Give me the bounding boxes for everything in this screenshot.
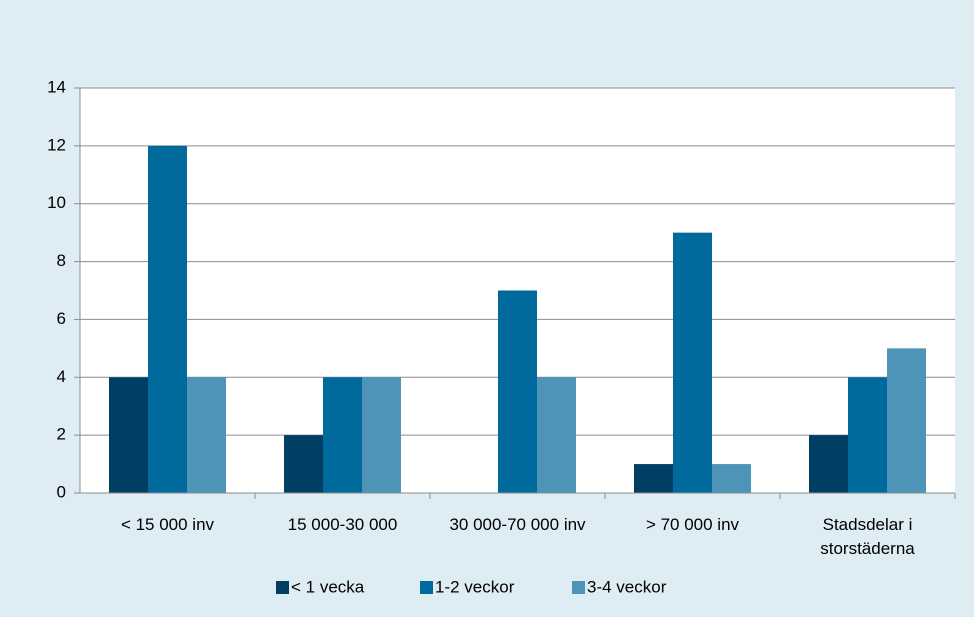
x-tick-label: 15 000-30 000: [287, 515, 398, 534]
y-tick-label: 10: [47, 193, 66, 212]
y-tick-label: 8: [57, 251, 66, 270]
y-tick-label: 14: [47, 77, 66, 96]
bar: [887, 348, 926, 493]
legend-swatch: [572, 581, 585, 594]
bar: [362, 377, 401, 493]
legend-label: < 1 vecka: [291, 577, 365, 596]
bar: [323, 377, 362, 493]
bar: [848, 377, 887, 493]
legend-swatch: [420, 581, 433, 594]
bar: [284, 435, 323, 493]
bar: [148, 145, 187, 493]
x-tick-label: < 15 000 inv: [120, 515, 215, 534]
bar: [537, 377, 576, 493]
bar: [634, 464, 673, 493]
legend-swatch: [276, 581, 289, 594]
x-tick-label: Stadsdelar i storstäderna: [820, 515, 915, 558]
y-tick-label: 4: [57, 367, 66, 386]
bar: [498, 290, 537, 493]
x-tick-label: > 70 000 inv: [645, 515, 740, 534]
bar: [673, 232, 712, 493]
y-tick-label: 6: [57, 309, 66, 328]
y-tick-label: 2: [57, 425, 66, 444]
y-tick-label: 0: [57, 482, 66, 501]
legend-label: 3-4 veckor: [587, 577, 667, 596]
bar: [809, 435, 848, 493]
bar: [187, 377, 226, 493]
legend-label: 1-2 veckor: [435, 577, 515, 596]
bar: [109, 377, 148, 493]
bar: [712, 464, 751, 493]
y-tick-label: 12: [47, 135, 66, 154]
x-tick-label: 30 000-70 000 inv: [449, 515, 586, 534]
